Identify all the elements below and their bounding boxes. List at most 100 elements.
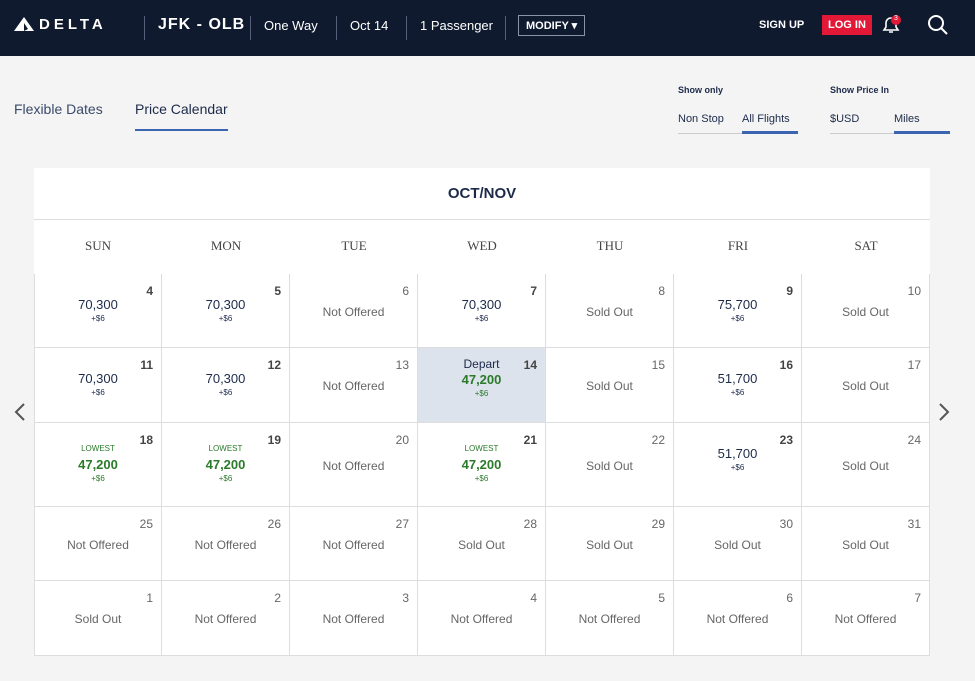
filter-label: Show Price In xyxy=(830,85,890,95)
calendar-cell[interactable]: 16 51,700 +$6 xyxy=(674,348,802,423)
notification-count: 3 xyxy=(894,15,898,22)
day-number: 27 xyxy=(395,517,409,531)
calendar-cell[interactable]: 4 70,300 +$6 xyxy=(34,274,162,348)
passengers: 1 Passenger xyxy=(420,18,493,33)
price: 70,300 xyxy=(78,371,118,386)
availability: Not Offered xyxy=(706,612,769,626)
day-number: 6 xyxy=(786,591,793,605)
modify-button[interactable]: MODIFY ▾ xyxy=(518,15,586,36)
day-number: 5 xyxy=(274,284,281,298)
availability: Not Offered xyxy=(834,612,897,626)
tab-active[interactable]: Price Calendar xyxy=(135,101,228,131)
day-number: 3 xyxy=(402,591,409,605)
calendar-cell-selected[interactable]: 14 Depart 47,200 +$6 xyxy=(418,348,546,423)
lowest-tag: LOWEST xyxy=(464,444,499,453)
day-number: 14 xyxy=(523,358,537,372)
filter-label: Show only xyxy=(678,85,723,95)
calendar-cell[interactable]: 18 LOWEST 47,200 +$6 xyxy=(34,423,162,507)
weekday: SAT xyxy=(854,238,878,253)
availability: Sold Out xyxy=(842,538,889,552)
calendar-cell[interactable]: 21 LOWEST 47,200 +$6 xyxy=(418,423,546,507)
fee: +$6 xyxy=(474,389,489,398)
filter-rule xyxy=(678,133,798,134)
notification-bell[interactable] xyxy=(880,14,902,36)
price: 70,300 xyxy=(461,297,502,312)
day-number: 9 xyxy=(786,284,793,298)
day-number: 8 xyxy=(658,284,665,298)
sign-up[interactable]: SIGN UP xyxy=(759,19,805,31)
search-icon[interactable] xyxy=(927,14,949,36)
availability: Sold Out xyxy=(586,379,633,393)
fee: +$6 xyxy=(730,314,745,323)
day-number: 31 xyxy=(907,517,921,531)
availability: Not Offered xyxy=(194,612,257,626)
calendar-cell[interactable]: 23 51,700 +$6 xyxy=(674,423,802,507)
filter-rule xyxy=(830,133,950,134)
calendar-cell[interactable]: 19 LOWEST 47,200 +$6 xyxy=(162,423,290,507)
availability: Not Offered xyxy=(322,612,385,626)
availability: Sold Out xyxy=(586,538,633,552)
day-number: 4 xyxy=(530,591,537,605)
day-number: 24 xyxy=(907,433,921,447)
day-number: 29 xyxy=(651,517,665,531)
day-number: 20 xyxy=(395,433,409,447)
availability: Not Offered xyxy=(194,538,257,552)
calendar-cell: 20 Not Offered xyxy=(290,423,418,507)
weekday: TUE xyxy=(341,238,367,253)
filter-option[interactable]: $USD xyxy=(830,113,860,125)
calendar-cell[interactable]: 12 70,300 +$6 xyxy=(162,348,290,423)
price: 70,300 xyxy=(78,297,118,312)
fee: +$6 xyxy=(218,314,233,323)
availability: Not Offered xyxy=(322,305,385,319)
calendar-cell[interactable]: 5 70,300 +$6 xyxy=(162,274,290,348)
calendar-cell: 29 Sold Out xyxy=(546,507,674,581)
weekday: FRI xyxy=(727,238,749,253)
calendar-cell: 25 Not Offered xyxy=(34,507,162,581)
calendar-cell: 8 Sold Out xyxy=(546,274,674,348)
day-number: 5 xyxy=(658,591,665,605)
price: 51,700 xyxy=(717,371,758,386)
calendar-cell[interactable]: 9 75,700 +$6 xyxy=(674,274,802,348)
logo-icon xyxy=(14,17,34,31)
calendar-cell[interactable]: 7 70,300 +$6 xyxy=(418,274,546,348)
availability: Sold Out xyxy=(74,612,122,626)
calendar-cell: 3 Not Offered xyxy=(290,581,418,656)
calendar-cell: 27 Not Offered xyxy=(290,507,418,581)
weekday: MON xyxy=(210,238,242,253)
day-number: 10 xyxy=(907,284,921,298)
tab[interactable]: Flexible Dates xyxy=(14,101,103,117)
calendar-cell: 31 Sold Out xyxy=(802,507,930,581)
next-arrow[interactable] xyxy=(936,402,952,422)
availability: Sold Out xyxy=(842,459,889,473)
day-number: 18 xyxy=(139,433,153,447)
day-number: 1 xyxy=(146,591,153,605)
calendar-cell[interactable]: 11 70,300 +$6 xyxy=(34,348,162,423)
day-number: 13 xyxy=(395,358,409,372)
fee: +$6 xyxy=(91,314,105,323)
filter-option-active[interactable]: Miles xyxy=(894,113,950,134)
fee: +$6 xyxy=(730,463,745,472)
filter-option-active[interactable]: All Flights xyxy=(742,113,798,134)
calendar-cell: 13 Not Offered xyxy=(290,348,418,423)
logo[interactable]: DELTA xyxy=(39,16,107,33)
calendar-cell: 6 Not Offered xyxy=(674,581,802,656)
availability: Not Offered xyxy=(322,459,385,473)
day-number: 4 xyxy=(146,284,153,298)
trip-type: One Way xyxy=(264,18,318,33)
fee: +$6 xyxy=(474,314,489,323)
log-in[interactable]: LOG IN xyxy=(822,15,872,35)
price: 70,300 xyxy=(205,297,246,312)
top-bar: DELTA JFK - OLB One Way Oct 14 1 Passeng… xyxy=(0,0,975,56)
price: 51,700 xyxy=(717,446,758,461)
calendar: OCT/NOV SUN MON TUE WED THU FRI SAT 4 70,300 +$6 5… xyxy=(34,168,930,656)
availability: Sold Out xyxy=(458,538,505,552)
price: 47,200 xyxy=(78,457,118,472)
day-number: 23 xyxy=(779,433,793,447)
filter-option[interactable]: Non Stop xyxy=(678,113,724,125)
availability: Sold Out xyxy=(842,379,889,393)
day-number: 15 xyxy=(651,358,665,372)
separator xyxy=(336,16,337,40)
date: Oct 14 xyxy=(350,18,389,33)
prev-arrow[interactable] xyxy=(12,402,28,422)
